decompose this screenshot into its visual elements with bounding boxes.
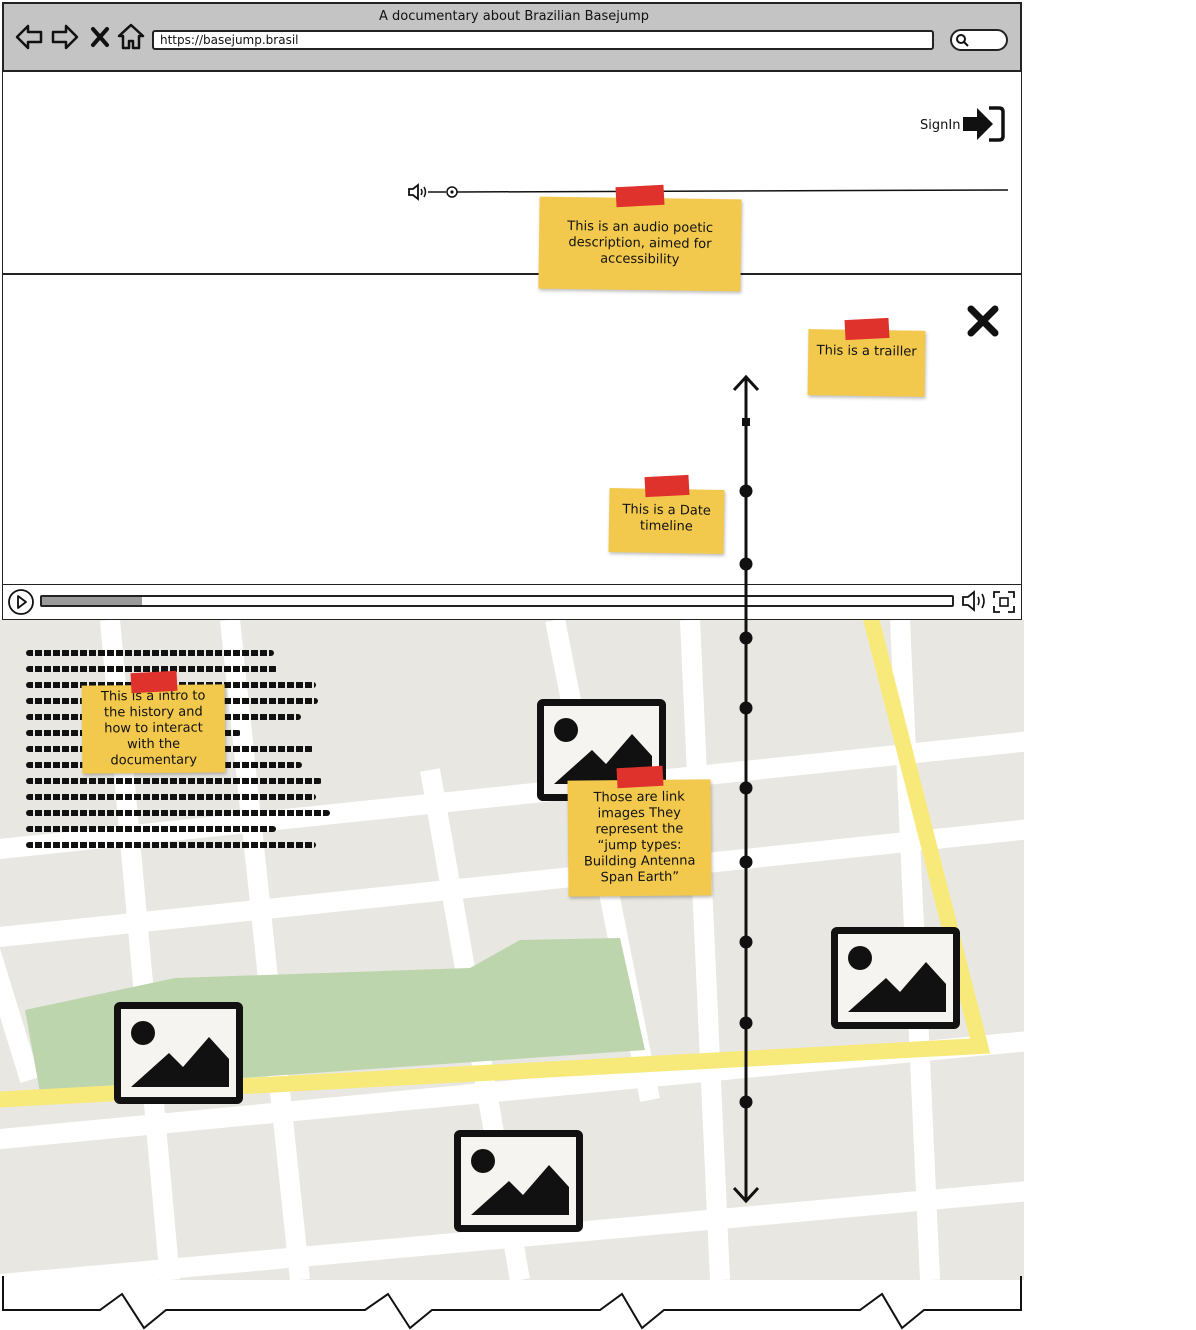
- sticky-note-trailer: This is a trailler: [807, 329, 926, 397]
- tape: [615, 184, 665, 208]
- image-icon: [848, 946, 946, 1012]
- page-header: [2, 72, 1022, 274]
- tape: [844, 317, 890, 341]
- page-torn-edge: [2, 1276, 1022, 1330]
- sticky-note-text: Those are link images They represent the…: [583, 789, 696, 886]
- sticky-note-links: Those are link images They represent the…: [567, 779, 712, 897]
- image-icon: [131, 1021, 229, 1087]
- jump-type-image-link[interactable]: [114, 1002, 243, 1104]
- sign-in-arrow-icon[interactable]: [961, 104, 1007, 144]
- sticky-note-text: This is a intro to the history and how t…: [100, 688, 206, 769]
- timeline-point: [742, 418, 750, 426]
- sticky-note-text: This is an audio poetic description, aim…: [567, 218, 714, 268]
- speaker-icon: [408, 183, 427, 201]
- sticky-note-text: This is a Date timeline: [622, 502, 711, 535]
- sticky-note-timeline: This is a Date timeline: [608, 488, 725, 554]
- play-icon[interactable]: [7, 588, 35, 616]
- tape: [130, 670, 178, 694]
- signin-label[interactable]: SignIn: [920, 118, 961, 133]
- video-controls: [2, 584, 1022, 620]
- video-progress-fill: [42, 597, 143, 605]
- url-input[interactable]: https://basejump.brasil: [152, 30, 934, 50]
- search-box[interactable]: [950, 29, 1008, 51]
- window-title: A documentary about Brazilian Basejump: [378, 9, 650, 24]
- image-icon: [471, 1149, 569, 1215]
- jump-type-image-link[interactable]: [831, 927, 960, 1029]
- timeline-point: [739, 557, 753, 571]
- jump-type-image-link[interactable]: [454, 1130, 583, 1232]
- timeline-point: [739, 484, 753, 498]
- search-icon: [956, 34, 969, 47]
- timeline-point: [739, 781, 753, 795]
- close-icon[interactable]: [965, 303, 1001, 339]
- timeline-point: [739, 631, 753, 645]
- video-progress-bar[interactable]: [40, 595, 954, 607]
- back-arrow-icon[interactable]: [14, 22, 44, 52]
- home-icon[interactable]: [116, 22, 146, 52]
- audio-slider-track: [456, 189, 1009, 193]
- sticky-note-audio: This is an audio poetic description, aim…: [538, 196, 742, 292]
- audio-description-player[interactable]: [406, 180, 1010, 204]
- tape: [644, 474, 690, 498]
- sticky-note-text: This is a trailler: [816, 343, 917, 360]
- forward-arrow-icon[interactable]: [50, 22, 80, 52]
- timeline-point: [739, 855, 753, 869]
- timeline-point: [739, 1095, 753, 1109]
- timeline-point: [739, 935, 753, 949]
- sticky-note-intro: This is a intro to the history and how t…: [81, 684, 226, 774]
- tape: [616, 765, 664, 789]
- fullscreen-icon[interactable]: [992, 590, 1016, 614]
- date-timeline[interactable]: [726, 372, 766, 1208]
- timeline-point: [739, 1016, 753, 1030]
- close-x-icon[interactable]: [88, 22, 112, 52]
- volume-icon[interactable]: [960, 588, 990, 614]
- timeline-point: [739, 701, 753, 715]
